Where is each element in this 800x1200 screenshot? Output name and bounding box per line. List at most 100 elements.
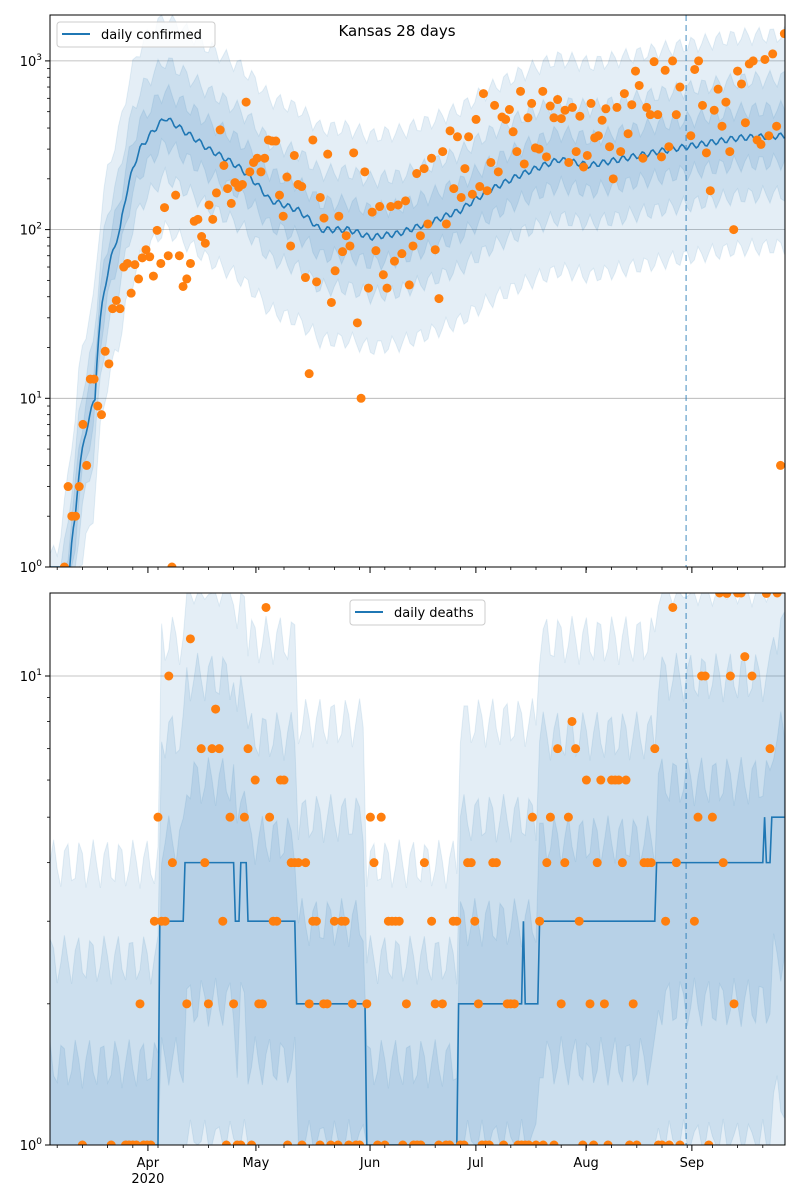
data-point — [237, 180, 247, 190]
data-point — [219, 160, 229, 170]
data-point — [668, 602, 678, 612]
data-point — [312, 277, 322, 287]
data-point — [456, 192, 466, 202]
data-point — [63, 482, 73, 492]
data-point — [512, 147, 522, 157]
data-point — [167, 858, 177, 868]
data-point — [367, 207, 377, 217]
y-tick-base: 10 — [20, 55, 37, 70]
data-point — [564, 157, 574, 167]
data-point — [553, 744, 563, 754]
data-point — [340, 916, 350, 926]
data-point — [153, 812, 163, 822]
data-point — [300, 273, 310, 283]
data-point — [196, 744, 206, 754]
data-point — [221, 1140, 231, 1145]
data-point — [523, 113, 533, 123]
data-point — [247, 1140, 257, 1145]
data-point — [608, 174, 618, 184]
data-point — [657, 1140, 667, 1145]
data-point — [208, 214, 218, 224]
data-point — [204, 200, 214, 210]
data-point — [616, 147, 626, 157]
data-point — [519, 159, 529, 169]
legend-label: daily deaths — [394, 606, 474, 621]
data-point — [200, 858, 210, 868]
data-point — [171, 190, 181, 200]
data-point — [152, 225, 162, 235]
data-point — [718, 858, 728, 868]
data-point — [345, 241, 355, 251]
data-point — [308, 135, 318, 145]
data-point — [215, 125, 225, 135]
data-point — [747, 671, 757, 681]
data-point — [449, 184, 459, 194]
data-point — [163, 251, 173, 261]
data-point — [756, 139, 766, 149]
data-point — [96, 410, 106, 420]
data-point — [257, 999, 267, 1009]
data-point — [301, 858, 311, 868]
data-point — [772, 593, 782, 598]
data-point — [434, 1140, 444, 1145]
data-point — [252, 153, 262, 163]
data-point — [286, 241, 296, 251]
data-point — [556, 114, 566, 124]
data-point — [419, 164, 429, 174]
data-point — [779, 29, 785, 39]
data-point — [484, 1140, 494, 1145]
data-point — [713, 84, 723, 94]
data-point — [630, 66, 640, 76]
data-point — [567, 716, 577, 726]
data-point — [534, 144, 544, 154]
data-point — [289, 150, 299, 160]
legend-label: daily confirmed — [101, 28, 202, 43]
data-point — [499, 1140, 509, 1145]
data-point — [89, 374, 99, 384]
legend-box — [56, 21, 216, 48]
data-point — [737, 79, 746, 89]
data-point — [412, 169, 422, 179]
data-point — [579, 162, 589, 172]
data-point — [601, 104, 611, 114]
data-point — [78, 419, 88, 429]
data-point — [545, 812, 555, 822]
data-point — [398, 1140, 408, 1145]
data-point — [445, 126, 455, 136]
data-point — [473, 999, 483, 1009]
data-point — [93, 401, 103, 411]
data-point — [646, 858, 656, 868]
data-point — [549, 113, 559, 123]
data-point — [700, 671, 710, 681]
data-point — [509, 999, 519, 1009]
data-point — [516, 86, 526, 96]
data-point — [578, 1140, 588, 1145]
data-point — [278, 211, 288, 221]
data-point — [394, 916, 404, 926]
data-point — [236, 1140, 246, 1145]
data-point — [137, 253, 147, 263]
data-point — [470, 916, 480, 926]
data-point — [250, 775, 260, 785]
data-point — [452, 916, 462, 926]
data-point — [582, 150, 592, 160]
chart-title: Kansas 28 days — [338, 22, 455, 40]
data-point — [382, 283, 392, 293]
legend-deaths: daily deaths — [349, 599, 486, 626]
data-point — [467, 189, 477, 199]
data-point — [628, 999, 638, 1009]
data-point — [504, 105, 514, 115]
data-point — [571, 744, 581, 754]
data-point — [563, 812, 573, 822]
data-point — [705, 186, 715, 196]
data-point — [538, 86, 548, 96]
x-tick-label: Aug — [573, 1156, 598, 1171]
data-point — [344, 1140, 354, 1145]
data-point — [126, 288, 136, 298]
data-point — [304, 999, 314, 1009]
median-line — [50, 117, 785, 567]
data-point — [668, 56, 678, 66]
data-point — [597, 115, 607, 125]
data-point — [776, 460, 785, 470]
